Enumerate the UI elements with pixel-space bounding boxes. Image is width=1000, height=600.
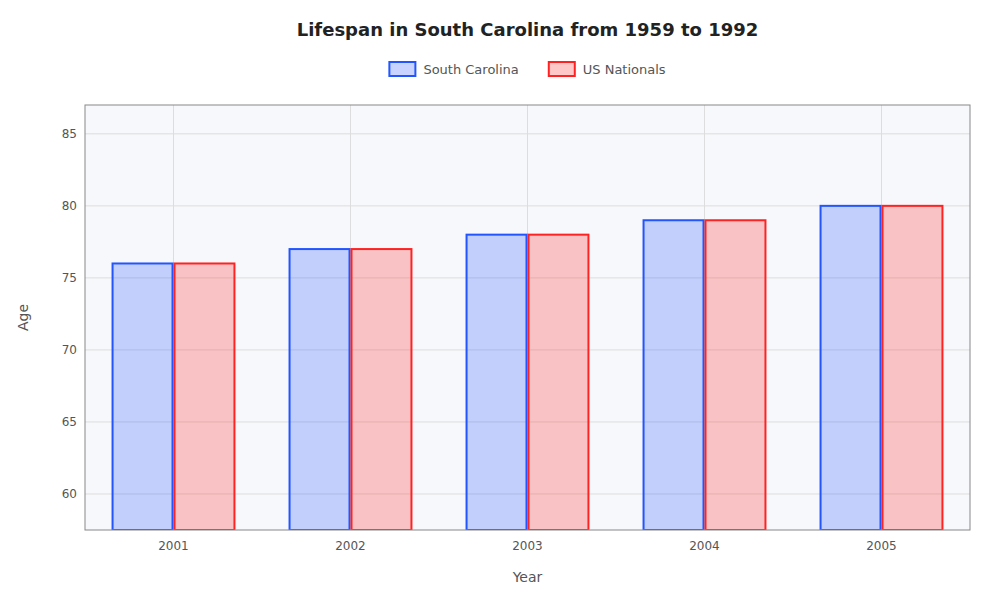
y-tick-label: 75 <box>62 271 77 285</box>
bar <box>352 249 412 530</box>
bar <box>113 263 173 530</box>
plot-background <box>85 105 970 530</box>
legend-item: US Nationals <box>549 62 666 77</box>
bar <box>175 263 235 530</box>
bar <box>821 206 881 530</box>
bar <box>706 220 766 530</box>
x-tick-label: 2002 <box>335 539 366 553</box>
legend: South Carolina US Nationals <box>389 62 665 77</box>
bar <box>644 220 704 530</box>
bar <box>290 249 350 530</box>
legend-label: US Nationals <box>583 62 666 77</box>
y-tick-label: 70 <box>62 343 77 357</box>
y-axis-label: Age <box>15 304 31 331</box>
x-axis-label: Year <box>512 569 543 585</box>
y-tick-label: 65 <box>62 415 77 429</box>
grid <box>85 105 970 530</box>
legend-swatch <box>389 62 415 76</box>
x-tick-label: 2005 <box>866 539 897 553</box>
x-tick-label: 2001 <box>158 539 189 553</box>
chart-container: 60 65 70 75 80 85 2001 2002 2003 2004 2005 Year Age L… <box>0 0 1000 600</box>
x-tick-label: 2003 <box>512 539 543 553</box>
bar <box>467 235 527 530</box>
legend-swatch <box>549 62 575 76</box>
title: Lifespan in South Carolina from 1959 to … <box>297 19 759 40</box>
legend-label: South Carolina <box>423 62 518 77</box>
y-tick-label: 85 <box>62 127 77 141</box>
bar <box>529 235 589 530</box>
bar <box>883 206 943 530</box>
plot-frame <box>85 105 970 530</box>
chart-svg: 60 65 70 75 80 85 2001 2002 2003 2004 2005 Year Age L… <box>0 0 1000 600</box>
y-tick-label: 80 <box>62 199 77 213</box>
y-tick-label: 60 <box>62 487 77 501</box>
legend-item: South Carolina <box>389 62 518 77</box>
bars <box>113 206 943 530</box>
x-tick-label: 2004 <box>689 539 720 553</box>
